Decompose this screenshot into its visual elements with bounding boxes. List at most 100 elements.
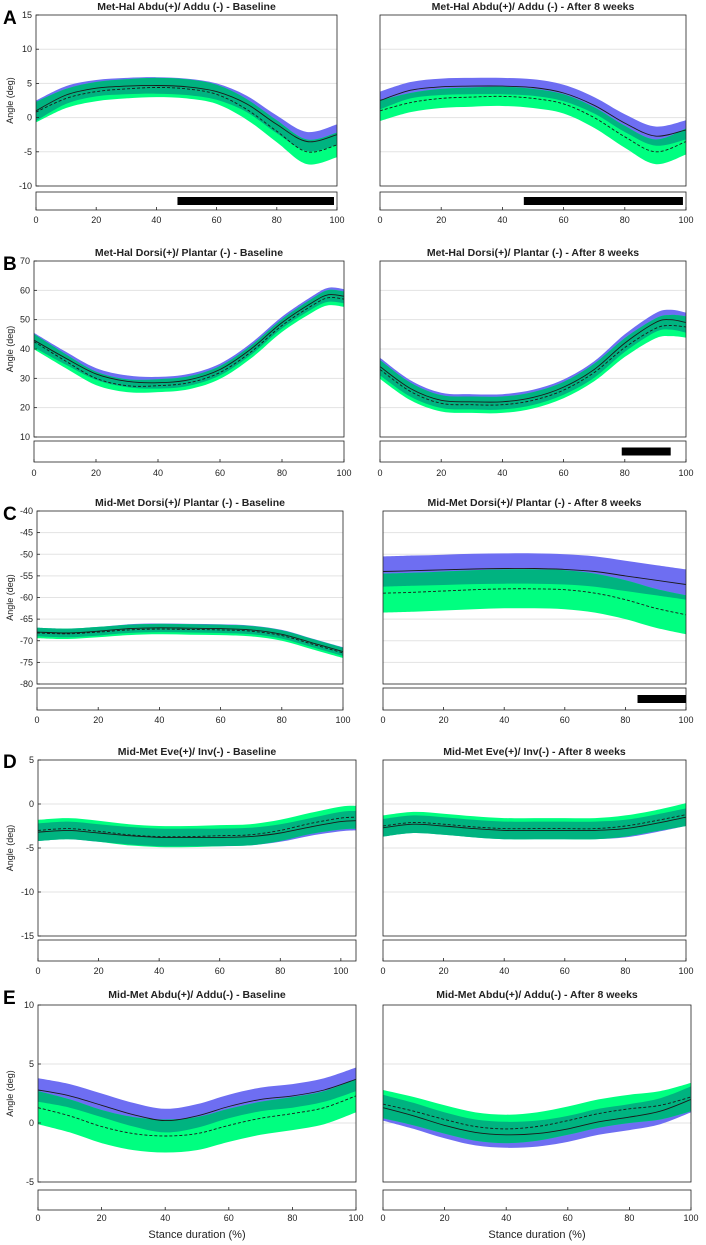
y-tick-label: -65 bbox=[20, 614, 33, 624]
mean-line-a bbox=[383, 816, 686, 831]
x-tick-label: 60 bbox=[559, 468, 569, 478]
x-tick-label: 100 bbox=[329, 215, 344, 225]
x-tick-label: 60 bbox=[215, 966, 225, 976]
y-tick-label: 30 bbox=[20, 373, 30, 383]
mean-line-a bbox=[36, 85, 337, 143]
mean-line-a bbox=[383, 568, 686, 585]
x-tick-label: 0 bbox=[31, 468, 36, 478]
x-tick-label: 40 bbox=[154, 966, 164, 976]
y-tick-label: 70 bbox=[20, 256, 30, 266]
y-tick-label: 0 bbox=[29, 1118, 34, 1128]
y-tick-label: -10 bbox=[21, 887, 34, 897]
panel-title: Met-Hal Dorsi(+)/ Plantar (-) - Baseline bbox=[95, 247, 283, 259]
x-tick-label: 80 bbox=[272, 215, 282, 225]
sd-band-overlap bbox=[34, 289, 344, 389]
chart-panel-4: Met-Hal Dorsi(+)/ Plantar (-) - After 8 … bbox=[377, 247, 693, 478]
mean-line-b bbox=[36, 87, 337, 153]
x-tick-label: 80 bbox=[620, 715, 630, 725]
mean-line-a bbox=[37, 627, 343, 653]
x-tick-label: 0 bbox=[33, 215, 38, 225]
y-tick-label: 10 bbox=[22, 44, 32, 54]
y-axis-label: Angle (deg) bbox=[5, 1070, 15, 1117]
x-tick-label: 100 bbox=[678, 468, 693, 478]
x-tick-label: 0 bbox=[35, 1213, 40, 1223]
mean-line-a bbox=[38, 1078, 356, 1122]
mean-line-b bbox=[383, 1096, 691, 1130]
panel-letter: C bbox=[3, 504, 17, 525]
plot-area bbox=[38, 1067, 356, 1153]
panel-title: Mid-Met Eve(+)/ Inv(-) - After 8 weeks bbox=[443, 746, 626, 758]
mean-line-a bbox=[38, 820, 356, 838]
plot-frame bbox=[35, 14, 338, 187]
plot-area bbox=[34, 287, 344, 393]
chart-panel-6: Mid-Met Dorsi(+)/ Plantar (-) - After 8 … bbox=[380, 497, 693, 725]
y-tick-label: -5 bbox=[24, 147, 32, 157]
y-tick-label: 20 bbox=[20, 403, 30, 413]
x-tick-label: 40 bbox=[153, 468, 163, 478]
x-tick-label: 100 bbox=[678, 215, 693, 225]
y-tick-label: -45 bbox=[20, 528, 33, 538]
x-tick-label: 60 bbox=[563, 1213, 573, 1223]
sd-band-overlap bbox=[380, 314, 686, 410]
mean-line-b bbox=[37, 628, 343, 654]
y-axis-label: Angle (deg) bbox=[5, 326, 15, 373]
significance-strip bbox=[37, 1189, 357, 1211]
x-tick-label: 40 bbox=[499, 966, 509, 976]
x-tick-label: 20 bbox=[94, 966, 104, 976]
x-tick-label: 20 bbox=[91, 468, 101, 478]
y-tick-label: -80 bbox=[20, 679, 33, 689]
mean-line-a bbox=[34, 294, 344, 384]
x-tick-label: 20 bbox=[440, 1213, 450, 1223]
x-tick-label: 60 bbox=[212, 215, 222, 225]
panel-title: Mid-Met Dorsi(+)/ Plantar (-) - Baseline bbox=[95, 497, 285, 509]
mean-line-b bbox=[38, 1095, 356, 1137]
sd-band-a bbox=[34, 287, 344, 389]
x-tick-label: 80 bbox=[620, 215, 630, 225]
sd-band-b bbox=[380, 86, 686, 165]
x-tick-label: 60 bbox=[215, 468, 225, 478]
mean-line-b bbox=[383, 814, 686, 830]
x-tick-label: 20 bbox=[436, 468, 446, 478]
sd-band-overlap bbox=[37, 623, 343, 656]
mean-line-a bbox=[380, 85, 686, 137]
chart-panel-1: 15 10 5 0 -5 -10 Angle (deg) Met-Hal Abdu(+)/ A… bbox=[3, 1, 345, 225]
y-tick-label: -50 bbox=[20, 549, 33, 559]
y-tick-label: 10 bbox=[20, 432, 30, 442]
sd-band-b bbox=[38, 1079, 356, 1153]
y-tick-label: -70 bbox=[20, 636, 33, 646]
x-tick-label: 60 bbox=[216, 715, 226, 725]
x-tick-label: 20 bbox=[97, 1213, 107, 1223]
plot-frame bbox=[382, 1004, 692, 1183]
x-tick-label: 40 bbox=[160, 1213, 170, 1223]
mean-line-a bbox=[380, 319, 686, 403]
y-axis-label: Angle (deg) bbox=[5, 825, 15, 872]
x-tick-label: 0 bbox=[34, 715, 39, 725]
x-tick-label: 100 bbox=[678, 966, 693, 976]
plot-frame bbox=[382, 759, 687, 937]
x-tick-label: 80 bbox=[620, 966, 630, 976]
x-tick-label: 100 bbox=[683, 1213, 698, 1223]
panel-letter: B bbox=[3, 254, 17, 275]
plot-area bbox=[383, 1082, 691, 1148]
chart-panel-9: 10 5 0 -5 Angle (deg) Mid-Met Abdu(+)/ Addu(-… bbox=[3, 988, 364, 1241]
significance-bar bbox=[523, 197, 683, 205]
x-tick-label: 40 bbox=[151, 215, 161, 225]
x-tick-label: 60 bbox=[559, 215, 569, 225]
y-tick-label: 40 bbox=[20, 344, 30, 354]
x-tick-label: 40 bbox=[154, 715, 164, 725]
panel-letter: D bbox=[3, 752, 17, 773]
x-tick-label: 0 bbox=[380, 1213, 385, 1223]
x-tick-label: 100 bbox=[336, 468, 351, 478]
panel-letter: E bbox=[3, 988, 16, 1009]
x-tick-label: 40 bbox=[497, 468, 507, 478]
x-tick-label: 80 bbox=[624, 1213, 634, 1223]
panel-title: Mid-Met Eve(+)/ Inv(-) - Baseline bbox=[118, 746, 277, 758]
y-tick-label: -5 bbox=[26, 1177, 34, 1187]
x-tick-label: 20 bbox=[439, 966, 449, 976]
significance-strip bbox=[379, 440, 687, 463]
panel-title: Met-Hal Dorsi(+)/ Plantar (-) - After 8 … bbox=[427, 247, 639, 259]
significance-bar bbox=[621, 447, 671, 456]
panel-title: Mid-Met Abdu(+)/ Addu(-) - After 8 weeks bbox=[436, 989, 638, 1001]
x-tick-label: 0 bbox=[377, 215, 382, 225]
